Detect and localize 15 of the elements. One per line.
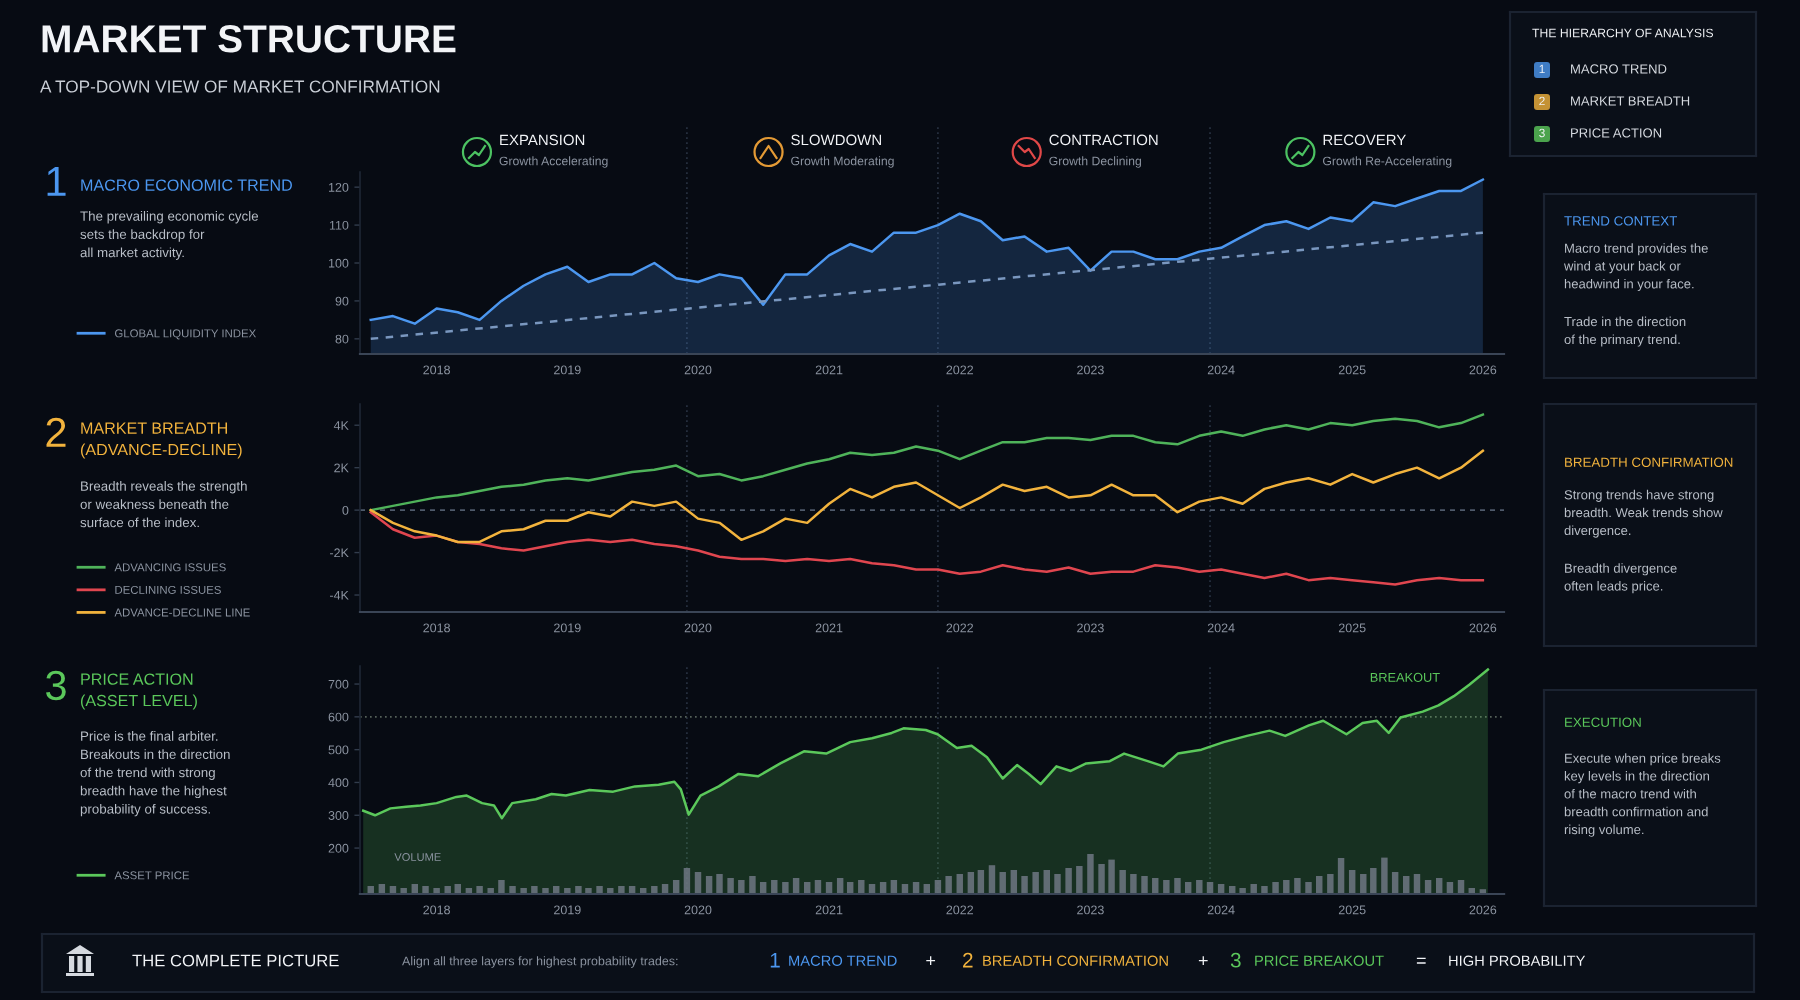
text: MARKET BREADTH (ADVANCE-DECLINE) xyxy=(81,422,242,459)
text: MACRO ECONOMIC TREND xyxy=(81,179,292,191)
text: + xyxy=(1198,956,1208,966)
text: MARKET STRUCTURE xyxy=(42,25,456,53)
text: 1 xyxy=(770,953,780,968)
text: + xyxy=(926,956,936,966)
text: = xyxy=(1416,957,1426,964)
text: PRICE ACTION (ASSET LEVEL) xyxy=(81,673,197,710)
text: THE COMPLETE PICTURE xyxy=(132,954,339,967)
text: 3 xyxy=(46,670,66,701)
text: 3 xyxy=(1230,952,1241,968)
text: 2 xyxy=(46,417,66,447)
text: A TOP-DOWN VIEW OF MARKET CONFIRMATION xyxy=(40,80,440,93)
text: 1 xyxy=(47,167,66,196)
text: 2 xyxy=(963,952,973,968)
